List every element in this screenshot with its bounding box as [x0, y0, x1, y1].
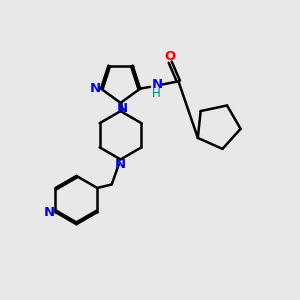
Text: N: N — [116, 102, 128, 115]
Text: N: N — [115, 158, 126, 171]
Text: O: O — [165, 50, 176, 63]
Text: H: H — [152, 87, 160, 100]
Text: N: N — [90, 82, 101, 95]
Text: N: N — [44, 206, 55, 219]
Text: N: N — [152, 78, 163, 91]
